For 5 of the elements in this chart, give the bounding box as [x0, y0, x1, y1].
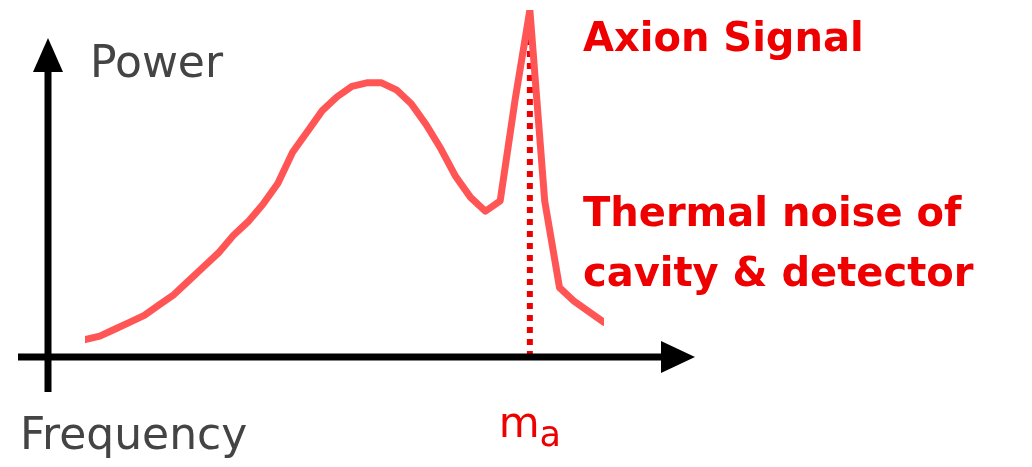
x-axis-title: Frequency: [20, 408, 248, 459]
annotation: Axion Signal: [583, 14, 864, 60]
y-axis-title: Power: [90, 36, 224, 87]
annotation: Thermal noise of cavity & detector: [583, 188, 974, 297]
text: m$_{a}$: [498, 398, 562, 455]
